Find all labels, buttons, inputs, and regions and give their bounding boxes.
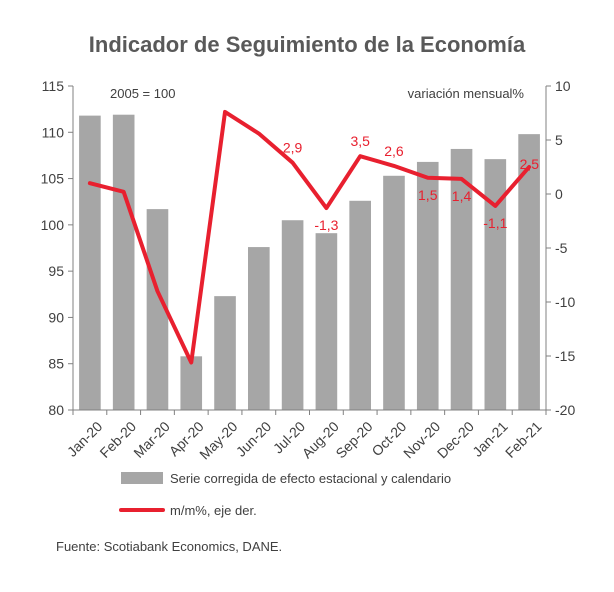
x-tick-label: Dec-20 [434, 418, 477, 461]
left-tick-label: 115 [42, 78, 65, 94]
right-tick-label: -15 [555, 348, 575, 364]
left-tick-label: 100 [41, 217, 65, 233]
bar-May-20 [214, 296, 236, 410]
bar-Feb-20 [112, 114, 135, 410]
bar-Nov-20 [416, 161, 439, 410]
data-label: 1,5 [418, 187, 438, 203]
left-tick-label: 90 [48, 309, 64, 325]
left-tick-label: 85 [48, 356, 64, 372]
bar-Feb-21 [518, 134, 540, 410]
bar-Jun-20 [248, 247, 270, 410]
x-tick-label: Jun-20 [233, 418, 275, 460]
bar-Sep-20 [349, 200, 371, 410]
x-tick-label: Aug-20 [299, 418, 342, 461]
data-label: 2,9 [283, 140, 303, 156]
right-tick-label: -10 [555, 294, 575, 310]
x-tick-label: Nov-20 [400, 418, 443, 461]
left-tick-label: 95 [48, 263, 64, 279]
legend: Serie corregida de efecto estacional y c… [119, 471, 451, 518]
legend-label-bars: Serie corregida de efecto estacional y c… [170, 471, 451, 486]
line-series [87, 109, 532, 365]
x-tick-label: Sep-20 [332, 418, 375, 461]
data-labels: 2,9 -1,3 3,5 2,6 1,5 1,4 -1,1 2,5 [283, 133, 539, 233]
right-tick-label: -5 [555, 240, 568, 256]
bar-series [79, 114, 540, 410]
bar-Mar-20 [146, 209, 169, 410]
data-label: 2,5 [520, 156, 540, 172]
left-tick-label: 110 [42, 124, 65, 140]
x-tick-label: Feb-20 [96, 418, 139, 461]
x-tick-label: May-20 [196, 418, 240, 462]
source-note: Fuente: Scotiabank Economics, DANE. [56, 539, 282, 554]
right-tick-label: 5 [555, 132, 563, 148]
x-tick-label: Feb-21 [502, 418, 545, 461]
right-tick-label: -20 [555, 402, 575, 418]
data-label: 1,4 [452, 188, 472, 204]
data-label: -1,1 [483, 215, 507, 231]
right-tick-label: 0 [555, 186, 563, 202]
bar-Oct-20 [383, 175, 405, 410]
bar-Apr-20 [180, 356, 203, 410]
legend-swatch-bars [121, 472, 163, 484]
data-label: -1,3 [314, 217, 338, 233]
data-label: 2,6 [384, 143, 404, 159]
left-tick-label: 105 [41, 171, 65, 187]
bar-Jan-21 [484, 159, 507, 410]
right-axis-annotation: variación mensual% [408, 86, 525, 101]
line-mom [87, 109, 532, 365]
x-tick-label: Mar-20 [130, 418, 173, 461]
chart-title: Indicador de Seguimiento de la Economía [89, 32, 526, 57]
legend-label-line: m/m%, eje der. [170, 503, 257, 518]
left-tick-label: 80 [48, 402, 64, 418]
left-axis-annotation: 2005 = 100 [110, 86, 175, 101]
data-label: 3,5 [350, 133, 370, 149]
bar-Dec-20 [450, 148, 473, 410]
right-tick-label: 10 [555, 78, 571, 94]
bar-Aug-20 [315, 233, 338, 410]
bar-Jan-20 [79, 115, 101, 410]
bar-Jul-20 [281, 220, 304, 410]
